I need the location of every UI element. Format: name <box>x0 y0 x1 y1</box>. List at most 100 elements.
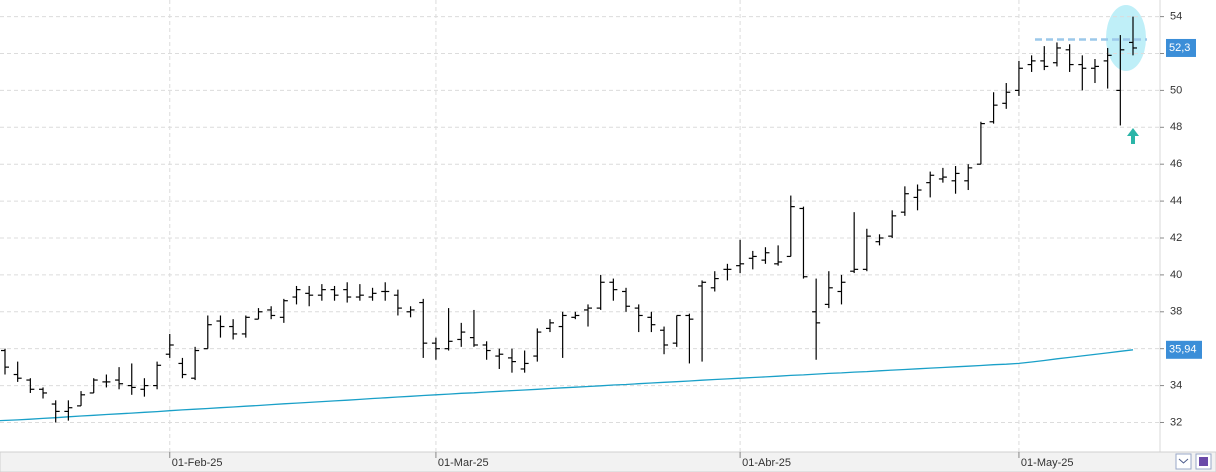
ohlc-bar <box>761 247 770 264</box>
x-tick-label: 01-May-25 <box>1021 457 1074 469</box>
ohlc-bar <box>545 319 554 333</box>
last-price-label: 52,3 <box>1169 42 1190 54</box>
ohlc-bar <box>837 274 846 305</box>
ohlc-bar <box>51 400 60 423</box>
ohlc-bar <box>951 166 960 194</box>
ohlc-bar <box>482 341 491 360</box>
ohlc-bar <box>862 228 871 272</box>
y-tick-label: 34 <box>1170 379 1182 391</box>
ohlc-bar <box>355 284 364 301</box>
ohlc-bar <box>64 400 73 421</box>
ohlc-bar <box>736 239 745 274</box>
highlight-circle <box>1106 5 1146 71</box>
ohlc-bar <box>1040 46 1049 71</box>
ma-price-label: 35,94 <box>1169 344 1197 356</box>
ohlc-bar <box>102 374 111 388</box>
ohlc-bar <box>140 378 149 397</box>
ohlc-bar <box>723 263 732 281</box>
ohlc-bar <box>153 361 162 390</box>
ohlc-bar <box>330 285 339 301</box>
moving-average <box>0 349 1134 422</box>
ohlc-bar <box>457 322 466 347</box>
ohlc-bar <box>888 210 897 238</box>
ohlc-bar <box>127 363 136 395</box>
y-tick-label: 46 <box>1170 158 1182 170</box>
zoom-button[interactable] <box>1175 453 1192 470</box>
ohlc-bar <box>191 346 200 381</box>
ohlc-bar <box>913 184 922 211</box>
ohlc-bar <box>1014 60 1023 96</box>
ohlc-bar <box>634 304 643 333</box>
ohlc-bar <box>698 280 707 362</box>
ohlc-bar <box>406 306 415 318</box>
y-tick-label: 48 <box>1170 121 1182 133</box>
ohlc-bar <box>39 387 48 399</box>
y-tick-label: 38 <box>1170 306 1182 318</box>
ohlc-bar <box>1116 35 1125 126</box>
ohlc-bar <box>685 313 694 364</box>
ohlc-bar <box>1052 42 1061 67</box>
ohlc-bar <box>368 287 377 301</box>
ohlc-bar <box>1065 44 1074 72</box>
ohlc-bar <box>381 282 390 301</box>
ohlc-bar <box>317 284 326 301</box>
ohlc-bar <box>596 274 605 310</box>
ohlc-bar <box>533 328 542 362</box>
ohlc-bar <box>1090 59 1099 84</box>
y-tick-label: 42 <box>1170 232 1182 244</box>
plot <box>0 16 1147 423</box>
axis: 32343638404244464850525401-Feb-2501-Mar-… <box>169 11 1202 469</box>
ohlc-bar <box>875 234 884 246</box>
ma-price-box <box>1166 340 1202 359</box>
save-icon <box>1199 457 1208 466</box>
ohlc-bar <box>444 308 453 351</box>
ohlc-bar <box>1129 16 1137 56</box>
ohlc-bar <box>1078 55 1087 91</box>
ohlc-bar <box>419 298 428 358</box>
ohlc-bar <box>229 319 238 340</box>
ohlc-bar <box>584 304 593 327</box>
ohlc-bar <box>976 121 985 165</box>
ohlc-bar <box>165 333 174 358</box>
x-tick-label: 01-Abr-25 <box>742 457 791 469</box>
ohlc-bar <box>622 287 631 312</box>
ohlc-bar <box>672 314 681 347</box>
y-tick-label: 44 <box>1170 195 1182 207</box>
ohlc-bar <box>279 298 288 323</box>
ohlc-bar <box>1002 83 1011 109</box>
ohlc-bar <box>495 348 504 369</box>
ohlc-bar <box>1027 55 1036 72</box>
ohlc-bar <box>900 186 909 216</box>
ohlc-bar <box>824 271 833 309</box>
ohlc-bar <box>267 306 276 320</box>
ohlc-bar <box>305 285 314 307</box>
ohlc-bar <box>241 315 250 338</box>
ohlc-bar <box>1103 47 1112 89</box>
ohlc-bar <box>989 92 998 124</box>
y-tick-label: 50 <box>1170 84 1182 96</box>
y-tick-label: 54 <box>1170 11 1182 23</box>
ohlc-bar <box>203 315 212 350</box>
ohlc-bar <box>748 250 757 270</box>
x-tick-label: 01-Feb-25 <box>172 457 223 469</box>
ohlc-bar <box>609 278 618 301</box>
signal-arrow <box>1127 128 1139 144</box>
ohlc-bar <box>520 350 529 373</box>
ohlc-bar <box>964 164 973 191</box>
ohlc-bar <box>89 378 98 394</box>
ohlc-bar <box>660 326 669 355</box>
x-tick-label: 01-Mar-25 <box>438 457 489 469</box>
ohlc-bar <box>558 311 567 358</box>
ohlc-bar <box>786 195 795 258</box>
ohlc-bar <box>469 309 478 347</box>
ohlc-bar <box>926 171 935 198</box>
ohlc-bar <box>292 285 301 305</box>
ohlc-bar <box>431 337 440 360</box>
ohlc-bar <box>710 271 719 292</box>
ohlc-bar <box>647 311 656 333</box>
ohlc-bar <box>1 348 9 375</box>
last-price-box <box>1166 38 1196 57</box>
ohlc-bar <box>812 278 821 360</box>
